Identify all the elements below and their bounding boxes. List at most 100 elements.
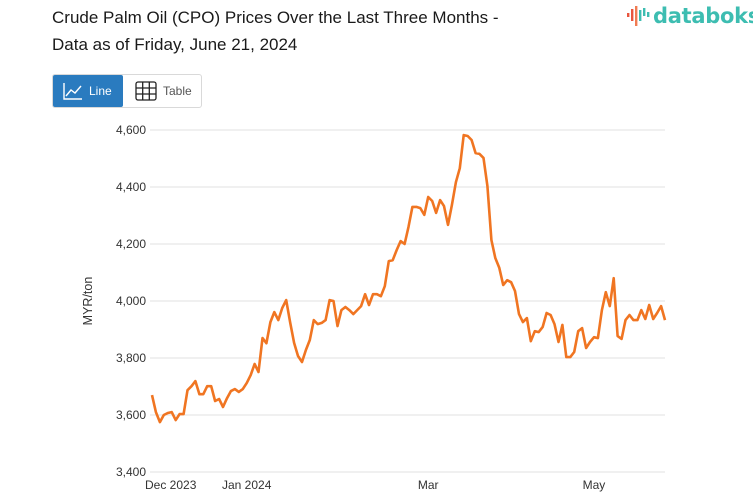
data-point[interactable] [634,317,640,323]
data-point[interactable] [512,288,518,294]
data-point[interactable] [552,321,558,327]
data-point[interactable] [500,282,506,288]
table-view-button[interactable]: Table [123,75,192,107]
data-point[interactable] [224,395,230,401]
data-point[interactable] [623,317,629,323]
data-point[interactable] [271,309,277,315]
data-point[interactable] [579,325,585,331]
data-point[interactable] [287,319,293,325]
data-point[interactable] [366,302,372,308]
data-point[interactable] [642,316,648,322]
data-point[interactable] [421,212,427,218]
data-point[interactable] [571,349,577,355]
data-point[interactable] [469,137,475,143]
data-point[interactable] [299,359,305,365]
data-point[interactable] [480,155,486,161]
data-point[interactable] [555,339,561,345]
data-point[interactable] [173,417,179,423]
data-point[interactable] [516,311,522,317]
data-point[interactable] [283,297,289,303]
data-point[interactable] [488,237,494,243]
data-point[interactable] [275,317,281,323]
data-point[interactable] [619,336,625,342]
data-point[interactable] [267,319,273,325]
data-point[interactable] [192,378,198,384]
bar-wave-icon [627,6,650,26]
data-point[interactable] [429,198,435,204]
data-point[interactable] [259,335,265,341]
data-point[interactable] [492,255,498,261]
data-point[interactable] [433,210,439,216]
data-point[interactable] [662,317,668,323]
data-point[interactable] [536,329,542,335]
data-point[interactable] [559,322,565,328]
data-point[interactable] [496,265,502,271]
data-point[interactable] [169,409,175,415]
data-point[interactable] [291,340,297,346]
data-point[interactable] [390,257,396,263]
databoks-logo[interactable]: databoks [626,4,753,28]
data-point[interactable] [650,316,656,322]
data-point[interactable] [449,202,455,208]
data-point[interactable] [567,354,573,360]
data-point[interactable] [587,339,593,345]
data-point[interactable] [646,302,652,308]
data-point[interactable] [508,279,514,285]
data-point[interactable] [323,317,329,323]
data-point[interactable] [524,315,530,321]
data-point[interactable] [457,165,463,171]
data-point[interactable] [453,179,459,185]
data-point[interactable] [638,307,644,313]
data-point[interactable] [240,386,246,392]
data-point[interactable] [603,289,609,295]
data-point[interactable] [157,419,163,425]
data-point[interactable] [528,338,534,344]
data-point[interactable] [362,291,368,297]
data-point[interactable] [626,312,632,318]
data-point[interactable] [402,241,408,247]
data-point[interactable] [216,396,222,402]
data-point[interactable] [445,222,451,228]
data-point[interactable] [331,298,337,304]
data-point[interactable] [279,305,285,311]
data-point[interactable] [188,383,194,389]
data-point[interactable] [382,283,388,289]
data-point[interactable] [252,361,258,367]
data-point[interactable] [295,353,301,359]
data-point[interactable] [263,340,269,346]
data-point[interactable] [441,203,447,209]
data-point[interactable] [153,409,159,415]
data-point[interactable] [583,345,589,351]
data-point[interactable] [611,275,617,281]
data-point[interactable] [220,404,226,410]
data-point[interactable] [149,392,155,398]
data-point[interactable] [599,307,605,313]
data-point[interactable] [417,205,423,211]
data-point[interactable] [658,303,664,309]
data-point[interactable] [607,303,613,309]
data-point[interactable] [358,303,364,309]
data-point[interactable] [548,312,554,318]
y-tick-label: 4,600 [116,123,146,137]
data-point[interactable] [307,337,313,343]
data-point[interactable] [244,380,250,386]
data-point[interactable] [181,411,187,417]
data-point[interactable] [256,369,262,375]
data-point[interactable] [484,183,490,189]
data-point[interactable] [378,293,384,299]
data-point[interactable] [595,335,601,341]
data-point[interactable] [437,197,443,203]
data-point[interactable] [394,247,400,253]
data-point[interactable] [208,383,214,389]
chart-title-line2: Data as of Friday, June 21, 2024 [52,35,298,54]
table-view-label: Table [163,84,192,98]
data-point[interactable] [303,347,309,353]
data-point[interactable] [334,323,340,329]
series-line-cpo-price[interactable] [150,133,667,424]
line-view-button[interactable]: Line [53,75,123,107]
data-point[interactable] [406,224,412,230]
data-point[interactable] [654,310,660,316]
data-point[interactable] [540,324,546,330]
data-point[interactable] [248,372,254,378]
data-point[interactable] [200,391,206,397]
